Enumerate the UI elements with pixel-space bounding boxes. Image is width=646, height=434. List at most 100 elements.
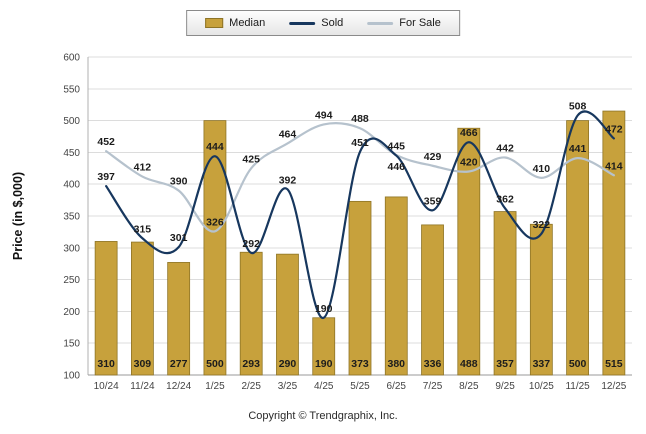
for-sale-value-label: 488 xyxy=(351,113,369,125)
median-value-label: 500 xyxy=(206,358,224,370)
sold-value-label: 508 xyxy=(569,101,587,113)
median-value-label: 337 xyxy=(533,358,551,370)
median-bar xyxy=(94,241,118,376)
median-bar xyxy=(239,251,263,376)
median-value-label: 290 xyxy=(279,358,297,370)
x-tick-label: 12/24 xyxy=(166,381,191,392)
x-tick-label: 11/24 xyxy=(130,381,155,392)
sold-value-label: 444 xyxy=(206,141,224,153)
sold-value-label: 315 xyxy=(134,223,152,235)
median-value-label: 373 xyxy=(351,358,369,370)
median-bar xyxy=(493,211,517,376)
median-bar xyxy=(421,224,444,376)
x-tick-label: 11/25 xyxy=(565,381,590,392)
median-bar xyxy=(348,200,372,376)
median-value-label: 488 xyxy=(460,358,478,370)
for-sale-value-label: 464 xyxy=(279,128,297,140)
median-value-label: 309 xyxy=(134,358,152,370)
y-tick-label: 200 xyxy=(63,307,80,318)
legend-label-median: Median xyxy=(229,17,266,29)
y-tick-label: 500 xyxy=(63,116,80,127)
for-sale-line-icon xyxy=(367,21,394,25)
for-sale-value-label: 412 xyxy=(134,162,152,174)
y-tick-label: 350 xyxy=(63,212,80,223)
sold-value-label: 322 xyxy=(533,219,551,231)
x-tick-label: 4/25 xyxy=(314,381,334,392)
for-sale-value-label: 410 xyxy=(533,163,551,175)
median-value-label: 277 xyxy=(170,358,188,370)
sold-line-icon xyxy=(289,21,316,25)
median-bar xyxy=(529,223,553,376)
y-tick-label: 450 xyxy=(63,148,80,159)
median-value-label: 380 xyxy=(388,358,406,370)
for-sale-value-label: 429 xyxy=(424,151,442,163)
y-tick-label: 150 xyxy=(63,339,80,350)
x-tick-label: 3/25 xyxy=(278,381,298,392)
legend-label-sold: Sold xyxy=(321,17,344,29)
median-bar xyxy=(167,262,191,376)
for-sale-value-label: 414 xyxy=(605,160,623,172)
for-sale-value-label: 442 xyxy=(496,142,514,154)
x-tick-label: 12/25 xyxy=(601,381,626,392)
median-value-label: 515 xyxy=(605,358,623,370)
y-tick-label: 400 xyxy=(63,180,80,191)
median-bar xyxy=(276,253,299,376)
y-tick-label: 300 xyxy=(63,243,80,254)
x-tick-label: 5/25 xyxy=(350,381,370,392)
x-tick-label: 10/25 xyxy=(529,381,554,392)
sold-line xyxy=(105,110,615,319)
sold-value-label: 190 xyxy=(315,303,333,315)
sold-value-label: 466 xyxy=(460,127,478,139)
y-tick-label: 600 xyxy=(63,53,80,64)
legend-item-for-sale: For Sale xyxy=(367,17,441,29)
legend: Median Sold For Sale xyxy=(186,10,460,36)
median-bar xyxy=(602,110,626,376)
median-value-label: 336 xyxy=(424,358,442,370)
x-tick-label: 1/25 xyxy=(205,381,225,392)
median-bar xyxy=(457,127,481,376)
for-sale-value-label: 494 xyxy=(315,109,333,121)
for-sale-value-label: 420 xyxy=(460,156,478,168)
median-bar xyxy=(566,120,589,376)
median-value-label: 357 xyxy=(496,358,514,370)
median-swatch-icon xyxy=(205,18,224,28)
legend-item-median: Median xyxy=(205,17,265,29)
legend-label-for-sale: For Sale xyxy=(399,17,441,29)
for-sale-value-label: 326 xyxy=(206,216,224,228)
sold-value-label: 359 xyxy=(424,195,442,207)
for-sale-value-label: 452 xyxy=(97,136,115,148)
median-bar xyxy=(130,241,154,376)
sold-value-label: 472 xyxy=(605,123,623,135)
copyright-text: Copyright © Trendgraphix, Inc. xyxy=(248,410,398,422)
for-sale-line xyxy=(105,122,615,233)
x-tick-label: 7/25 xyxy=(423,381,443,392)
sold-value-label: 451 xyxy=(351,137,369,149)
x-tick-label: 2/25 xyxy=(241,381,261,392)
sold-value-label: 292 xyxy=(242,238,260,250)
median-bar xyxy=(384,196,408,376)
median-value-label: 190 xyxy=(315,358,333,370)
x-tick-label: 10/24 xyxy=(94,381,119,392)
x-tick-label: 9/25 xyxy=(495,381,515,392)
y-tick-label: 250 xyxy=(63,275,80,286)
x-tick-label: 6/25 xyxy=(387,381,407,392)
sold-value-label: 362 xyxy=(496,193,514,205)
median-bar xyxy=(203,120,227,376)
for-sale-value-label: 441 xyxy=(569,143,587,155)
median-value-label: 310 xyxy=(97,358,115,370)
y-axis-title: Price (in $,000) xyxy=(11,172,25,260)
median-value-label: 293 xyxy=(242,358,260,370)
median-value-label: 500 xyxy=(569,358,587,370)
sold-value-label: 397 xyxy=(97,171,115,183)
legend-item-sold: Sold xyxy=(289,17,343,29)
y-tick-label: 100 xyxy=(63,371,80,382)
for-sale-value-label: 390 xyxy=(170,176,188,188)
sold-value-label: 392 xyxy=(279,174,297,186)
sold-value-label: 445 xyxy=(388,141,406,153)
for-sale-value-label: 446 xyxy=(388,161,406,173)
x-tick-label: 8/25 xyxy=(459,381,479,392)
y-tick-label: 550 xyxy=(63,84,80,95)
for-sale-value-label: 425 xyxy=(242,153,260,165)
